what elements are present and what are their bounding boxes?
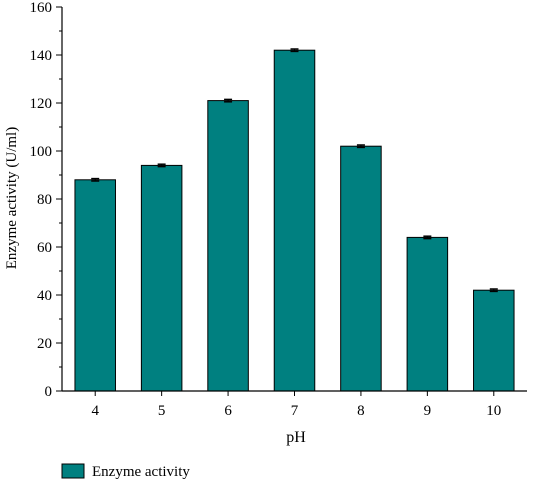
bars-layer <box>74 49 515 392</box>
axes-layer <box>56 6 527 396</box>
y-tick-label: 80 <box>37 192 52 208</box>
bar-pH-7 <box>273 49 316 392</box>
legend-label: Enzyme activity <box>92 464 190 480</box>
y-tick-label: 20 <box>37 336 52 352</box>
y-tick-label: 140 <box>30 48 53 64</box>
bar-pH-5 <box>140 164 183 392</box>
x-tick-label: 10 <box>486 403 501 419</box>
legend: Enzyme activity <box>61 463 190 480</box>
legend-swatch <box>61 463 85 479</box>
bar-pH-10 <box>473 289 515 392</box>
bar-pH-4 <box>74 179 116 392</box>
x-tick-label: 7 <box>291 403 299 419</box>
x-axis-title: pH <box>286 429 306 446</box>
y-tick-label: 160 <box>30 0 53 16</box>
y-tick-label: 0 <box>45 384 53 400</box>
bar-pH-8 <box>340 145 382 392</box>
bar-pH-9 <box>406 236 449 392</box>
y-tick-label: 60 <box>37 240 52 256</box>
x-tick-label: 8 <box>357 403 365 419</box>
x-tick-label: 9 <box>424 403 432 419</box>
x-tick-label: 5 <box>158 403 166 419</box>
error-bars-layer <box>91 48 498 293</box>
bar-pH-6 <box>207 100 249 392</box>
y-tick-label: 40 <box>37 288 52 304</box>
y-tick-label: 120 <box>30 96 53 112</box>
x-tick-label: 6 <box>224 403 232 419</box>
y-tick-label: 100 <box>30 144 53 160</box>
x-tick-label: 4 <box>91 403 99 419</box>
y-axis-title: Enzyme activity (U/ml) <box>4 127 20 269</box>
